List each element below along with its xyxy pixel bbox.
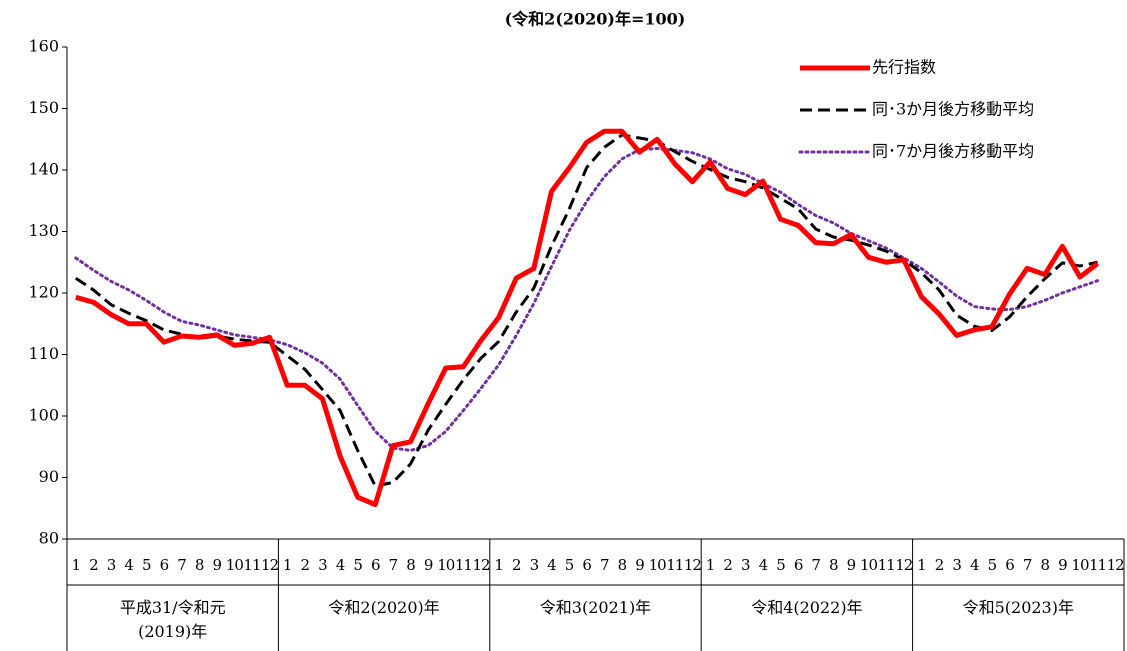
- x-tick-label: 9: [212, 556, 221, 574]
- x-tick-label: 6: [1005, 556, 1014, 574]
- x-tick-label: 12: [472, 556, 490, 574]
- y-tick-label: 160: [28, 37, 59, 56]
- x-tick-label: 10: [437, 556, 455, 574]
- group-label: 令和5(2023)年: [963, 598, 1074, 617]
- x-tick-label: 5: [988, 556, 997, 574]
- x-tick-label: 3: [107, 556, 116, 574]
- group-label-line: 令和5(2023)年: [963, 598, 1074, 617]
- group-label: 平成31/令和元 (2019)年: [120, 598, 226, 641]
- x-tick-label: 4: [970, 556, 979, 574]
- x-tick-label: 12: [1107, 556, 1125, 574]
- x-tick-label: 10: [1071, 556, 1089, 574]
- x-tick-label: 1: [283, 556, 292, 574]
- legend-label: 同･3か月後方移動平均: [872, 100, 1034, 119]
- x-tick-label: 4: [336, 556, 345, 574]
- x-tick-label: 5: [142, 556, 151, 574]
- chart-title: (令和2(2020)年=100): [505, 10, 686, 29]
- series-line: [74, 146, 1100, 452]
- group-label-line: (2019)年: [138, 622, 207, 641]
- series-line: [74, 133, 1098, 488]
- x-tick-label: 7: [177, 556, 186, 574]
- x-tick-label: 6: [160, 556, 169, 574]
- x-tick-label: 9: [847, 556, 856, 574]
- x-tick-label: 11: [878, 556, 895, 574]
- x-tick-label: 7: [389, 556, 398, 574]
- x-tick-label: 5: [776, 556, 785, 574]
- x-tick-label: 6: [371, 556, 380, 574]
- x-tick-label: 1: [706, 556, 715, 574]
- x-tick-label: 4: [759, 556, 768, 574]
- x-tick-label: 7: [600, 556, 609, 574]
- x-tick-label: 1: [72, 556, 81, 574]
- y-tick-label: 90: [39, 467, 59, 486]
- x-tick-label: 8: [618, 556, 627, 574]
- x-tick-label: 3: [318, 556, 327, 574]
- x-tick-label: 9: [424, 556, 433, 574]
- x-tick-label: 7: [811, 556, 820, 574]
- x-tick-label: 12: [261, 556, 279, 574]
- x-tick-label: 11: [1089, 556, 1106, 574]
- x-tick-label: 8: [829, 556, 838, 574]
- x-tick-label: 10: [226, 556, 244, 574]
- x-tick-label: 8: [1040, 556, 1049, 574]
- x-tick-label: 12: [895, 556, 913, 574]
- x-tick-label: 1: [494, 556, 503, 574]
- series-line: [75, 128, 1100, 508]
- x-tick-label: 3: [530, 556, 539, 574]
- x-tick-label: 2: [301, 556, 310, 574]
- x-tick-label: 1: [917, 556, 926, 574]
- x-tick-label: 6: [582, 556, 591, 574]
- x-tick-label: 4: [124, 556, 133, 574]
- x-tick-label: 5: [565, 556, 574, 574]
- x-tick-label: 10: [649, 556, 667, 574]
- y-tick-label: 100: [28, 406, 59, 425]
- y-tick-label: 110: [28, 344, 59, 363]
- x-tick-label: 7: [1023, 556, 1032, 574]
- y-tick-label: 150: [28, 98, 59, 117]
- x-tick-label: 9: [635, 556, 644, 574]
- x-tick-label: 3: [952, 556, 961, 574]
- group-label-line: 令和4(2022)年: [751, 598, 862, 617]
- x-tick-label: 8: [406, 556, 415, 574]
- x-tick-label: 4: [547, 556, 556, 574]
- group-label-line: 平成31/令和元: [120, 598, 226, 617]
- x-tick-label: 11: [666, 556, 683, 574]
- group-label: 令和4(2022)年: [751, 598, 862, 617]
- y-tick-label: 120: [28, 283, 59, 302]
- group-label-line: 令和3(2021)年: [540, 598, 651, 617]
- y-tick-label: 130: [28, 221, 59, 240]
- legend-label: 同･7か月後方移動平均: [872, 142, 1034, 161]
- x-tick-label: 8: [195, 556, 204, 574]
- group-label: 令和3(2021)年: [540, 598, 651, 617]
- x-tick-label: 12: [684, 556, 702, 574]
- x-tick-label: 3: [741, 556, 750, 574]
- x-tick-label: 9: [1058, 556, 1067, 574]
- group-label-line: 令和2(2020)年: [328, 598, 439, 617]
- legend-label: 先行指数: [872, 58, 936, 77]
- x-tick-label: 2: [89, 556, 98, 574]
- x-tick-label: 11: [455, 556, 472, 574]
- x-tick-label: 2: [935, 556, 944, 574]
- x-tick-label: 5: [353, 556, 362, 574]
- x-tick-label: 2: [512, 556, 521, 574]
- x-tick-label: 10: [860, 556, 878, 574]
- x-tick-label: 2: [723, 556, 732, 574]
- x-tick-label: 6: [794, 556, 803, 574]
- y-tick-label: 140: [28, 160, 59, 179]
- group-label: 令和2(2020)年: [328, 598, 439, 617]
- y-tick-label: 80: [39, 529, 59, 548]
- x-tick-label: 11: [243, 556, 260, 574]
